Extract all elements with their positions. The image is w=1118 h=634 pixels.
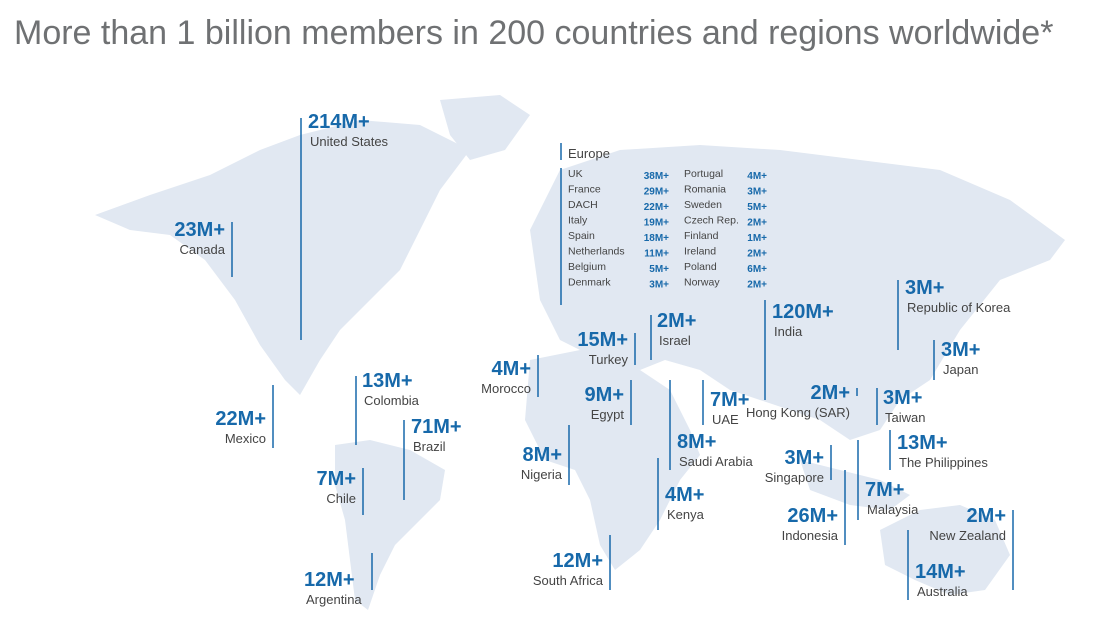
country-name: Malaysia (867, 502, 919, 517)
country-name: Kenya (667, 507, 705, 522)
country-name: UK (568, 168, 583, 180)
north-america (95, 120, 470, 395)
country-name: Netherlands (568, 246, 625, 258)
eurasia (530, 145, 1065, 440)
country-name: Portugal (684, 168, 723, 180)
country-name: Canada (179, 242, 225, 257)
member-count: 7M+ (317, 468, 356, 490)
country-name: South Africa (533, 573, 604, 588)
title: More than 1 billion members in 200 count… (14, 14, 1053, 52)
member-count: 3M+ (941, 339, 980, 361)
member-count: 11M+ (644, 249, 669, 260)
country-name: Czech Rep. (684, 215, 739, 227)
country-name: The Philippines (899, 455, 988, 470)
country-name: Mexico (225, 431, 266, 446)
member-count: 13M+ (362, 370, 413, 392)
member-count: 2M+ (657, 310, 696, 332)
country-name: Indonesia (782, 528, 839, 543)
region-title: Europe (568, 146, 610, 161)
member-count: 2M+ (747, 280, 767, 291)
country-name: Denmark (568, 277, 611, 289)
australia (880, 505, 1010, 595)
member-count: 38M+ (644, 171, 669, 182)
country-name: Singapore (765, 470, 824, 485)
country-name: DACH (568, 199, 598, 211)
member-count: 15M+ (577, 329, 628, 351)
member-count: 18M+ (644, 233, 669, 244)
country-name: Romania (684, 184, 726, 196)
country-name: Chile (326, 491, 356, 506)
country-name: Australia (917, 584, 968, 599)
member-count: 214M+ (308, 111, 370, 133)
member-count: 3M+ (649, 280, 669, 291)
member-count: 4M+ (492, 358, 531, 380)
country-name: Belgium (568, 261, 606, 273)
country-name: Spain (568, 230, 595, 242)
country-name: Saudi Arabia (679, 454, 753, 469)
member-count: 22M+ (215, 408, 266, 430)
member-count: 3M+ (883, 387, 922, 409)
country-name: UAE (712, 412, 739, 427)
member-count: 3M+ (747, 187, 767, 198)
member-count: 6M+ (747, 264, 767, 275)
country-name: Norway (684, 277, 720, 289)
country-name: Japan (943, 362, 978, 377)
country-name: Brazil (413, 439, 446, 454)
member-count: 2M+ (811, 382, 850, 404)
member-count: 5M+ (747, 202, 767, 213)
country-name: Republic of Korea (907, 300, 1011, 315)
member-count: 12M+ (304, 569, 355, 591)
member-count: 14M+ (915, 561, 966, 583)
country-name: Egypt (591, 407, 625, 422)
member-count: 8M+ (677, 431, 716, 453)
country-name: New Zealand (929, 528, 1006, 543)
member-count: 120M+ (772, 301, 834, 323)
country-name: Italy (568, 215, 588, 227)
member-count: 19M+ (644, 218, 669, 229)
member-count: 8M+ (523, 444, 562, 466)
member-count: 1M+ (747, 233, 767, 244)
member-count: 9M+ (585, 384, 624, 406)
country-name: Finland (684, 230, 719, 242)
country-name: Ireland (684, 246, 716, 258)
member-count: 2M+ (967, 505, 1006, 527)
member-count: 13M+ (897, 432, 948, 454)
member-count: 22M+ (644, 202, 669, 213)
member-count: 4M+ (747, 171, 767, 182)
member-count: 71M+ (411, 416, 462, 438)
member-count: 7M+ (710, 389, 749, 411)
country-name: Argentina (306, 592, 362, 607)
country-name: Sweden (684, 199, 722, 211)
world-map (95, 95, 1065, 610)
member-count: 12M+ (552, 550, 603, 572)
member-count: 23M+ (174, 219, 225, 241)
member-count: 5M+ (649, 264, 669, 275)
country-name: Israel (659, 333, 691, 348)
member-count: 29M+ (644, 187, 669, 198)
country-name: Hong Kong (SAR) (746, 405, 850, 420)
country-name: Turkey (589, 352, 629, 367)
country-name: Poland (684, 261, 717, 273)
member-count: 2M+ (747, 249, 767, 260)
member-count: 26M+ (787, 505, 838, 527)
country-name: India (774, 324, 803, 339)
member-count: 2M+ (747, 218, 767, 229)
member-count: 7M+ (865, 479, 904, 501)
member-count: 3M+ (905, 277, 944, 299)
country-name: Colombia (364, 393, 420, 408)
country-name: France (568, 184, 601, 196)
country-name: Nigeria (521, 467, 563, 482)
member-count: 3M+ (785, 447, 824, 469)
greenland (440, 95, 530, 160)
southeast-asia (800, 460, 910, 510)
africa (525, 350, 700, 570)
country-name: Morocco (481, 381, 531, 396)
member-count: 4M+ (665, 484, 704, 506)
country-name: United States (310, 134, 389, 149)
country-name: Taiwan (885, 410, 925, 425)
